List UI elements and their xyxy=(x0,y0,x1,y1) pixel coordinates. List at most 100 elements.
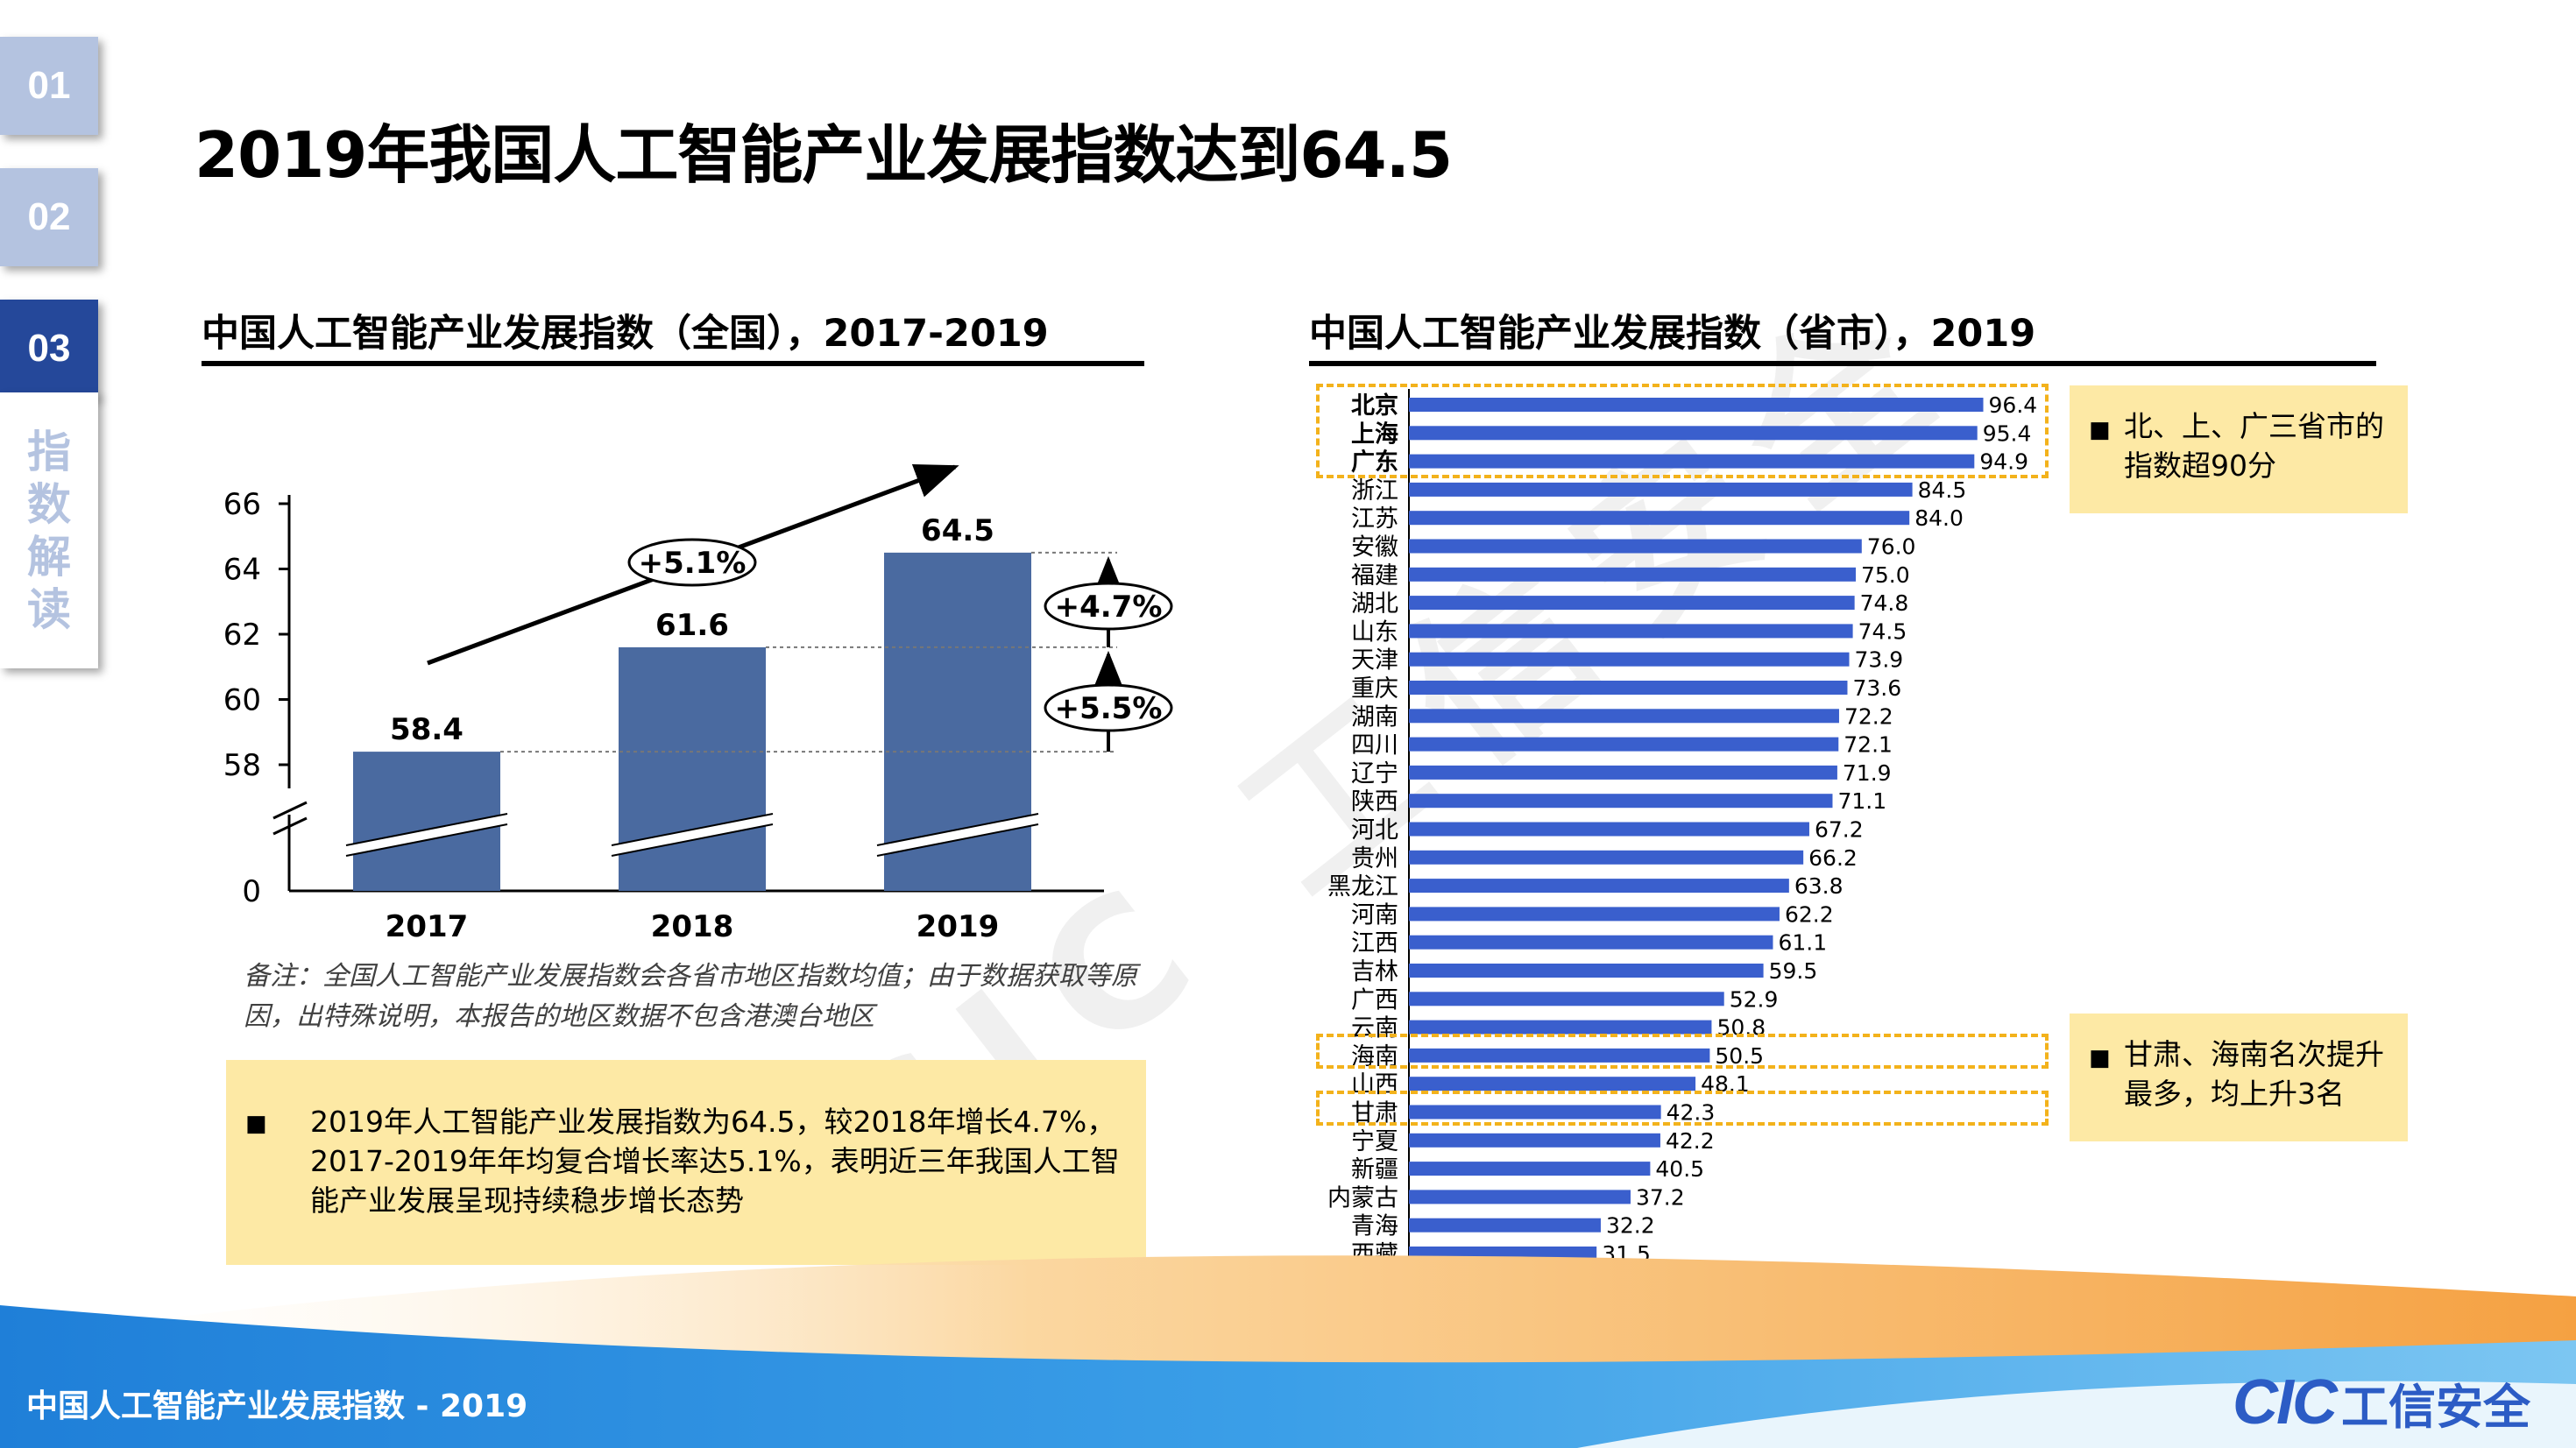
x-tick-label: 2019 xyxy=(916,909,1000,944)
growth-2018-oval-label: +5.5% xyxy=(1055,691,1163,726)
footer-wave xyxy=(0,1255,2576,1448)
province-value-label: 75.0 xyxy=(1861,562,1910,588)
province-value-label: 37.2 xyxy=(1636,1184,1685,1210)
province-value-label: 72.2 xyxy=(1844,703,1893,729)
y-tick-label: 66 xyxy=(223,487,261,522)
province-value-label: 59.5 xyxy=(1769,958,1818,984)
province-bar-安徽 xyxy=(1409,539,1862,554)
nav-tab-03[interactable]: 03 xyxy=(0,300,98,398)
province-bar-广西 xyxy=(1409,992,1724,1007)
province-bar-吉林 xyxy=(1409,964,1764,978)
nav-tab-01[interactable]: 01 xyxy=(0,37,98,135)
province-bar-内蒙古 xyxy=(1409,1190,1631,1204)
province-label: 福建 xyxy=(1351,562,1398,590)
province-bar-新疆 xyxy=(1409,1162,1651,1176)
section-char: 读 xyxy=(27,583,71,635)
x-tick-label: 2018 xyxy=(651,909,734,944)
province-bar-北京 xyxy=(1409,398,1984,412)
province-value-label: 95.4 xyxy=(1983,420,2032,446)
national-bar-chart: 58 60 62 64 66 0 58.4 2017 61.6 2018 64.5 2019 +5.… xyxy=(223,463,1173,944)
summary-box: ■ 2019年人工智能产业发展指数为64.5，较2018年增长4.7%， 201… xyxy=(226,1060,1146,1265)
province-label: 重庆 xyxy=(1351,675,1398,703)
callout-top3: ■ 北、上、广三省市的 指数超90分 xyxy=(2070,385,2408,513)
bar-2018 xyxy=(619,646,766,891)
province-value-label: 84.5 xyxy=(1918,477,1967,503)
y-tick-label: 64 xyxy=(223,553,261,588)
province-label: 北京 xyxy=(1351,392,1398,420)
summary-line: 能产业发展呈现持续稳步增长态势 xyxy=(310,1183,744,1218)
title-rule xyxy=(202,361,1144,366)
province-label: 贵州 xyxy=(1351,845,1398,872)
province-value-label: 74.5 xyxy=(1858,618,1907,644)
logo-mark: CIC xyxy=(2233,1367,2338,1437)
summary-line: 2019年人工智能产业发展指数为64.5，较2018年增长4.7%， xyxy=(310,1105,1116,1139)
province-label: 山西 xyxy=(1351,1071,1398,1098)
province-label: 上海 xyxy=(1351,420,1398,448)
province-label: 江西 xyxy=(1351,930,1398,957)
province-chart-title: 中国人工智能产业发展指数（省市），2019 xyxy=(1309,312,2036,356)
province-value-label: 76.0 xyxy=(1867,534,1916,560)
growth-2019-oval-label: +4.7% xyxy=(1055,590,1163,625)
bullet-icon: ■ xyxy=(2089,417,2111,443)
province-bar-河南 xyxy=(1409,907,1780,922)
province-value-label: 71.9 xyxy=(1843,760,1892,786)
province-bar-浙江 xyxy=(1409,482,1913,497)
y-tick-label: 62 xyxy=(223,618,261,653)
hainan-highlight xyxy=(1316,1034,2049,1069)
bar-break-line xyxy=(876,813,1039,846)
province-label: 河北 xyxy=(1351,817,1398,844)
province-value-label: 63.8 xyxy=(1794,873,1844,899)
title-rule xyxy=(1309,361,2376,366)
province-label: 广西 xyxy=(1351,986,1398,1014)
province-bar-江苏 xyxy=(1409,511,1910,526)
growth-2019-oval xyxy=(1044,582,1173,631)
province-value-label: 74.8 xyxy=(1860,590,1909,616)
x-tick-label: 2017 xyxy=(386,909,469,944)
province-label: 广东 xyxy=(1351,449,1398,477)
wave-light xyxy=(1577,1381,2576,1448)
footer-title: 中国人工智能产业发展指数 - 2019 xyxy=(26,1388,528,1424)
bar-break-line xyxy=(345,823,508,857)
logo-text: 工信安全 xyxy=(2341,1379,2530,1435)
province-value-label: 42.2 xyxy=(1666,1128,1715,1154)
section-char: 数 xyxy=(27,478,71,530)
bar-break-line xyxy=(611,823,774,857)
section-char: 指 xyxy=(27,426,71,477)
province-label: 河南 xyxy=(1351,901,1398,929)
nav-tab-label: 01 xyxy=(27,64,71,107)
province-value-label: 32.2 xyxy=(1606,1213,1655,1239)
province-bar-云南 xyxy=(1409,1020,1712,1035)
province-value-label: 50.5 xyxy=(1715,1043,1764,1069)
province-label: 吉林 xyxy=(1351,958,1398,985)
province-label: 湖南 xyxy=(1351,703,1398,731)
province-bar-山西 xyxy=(1409,1077,1696,1091)
province-bar-江西 xyxy=(1409,935,1773,950)
province-bar-上海 xyxy=(1409,426,1978,441)
province-value-label: 73.9 xyxy=(1855,647,1904,673)
province-value-label: 62.2 xyxy=(1785,901,1834,927)
cagr-oval-label: +5.1% xyxy=(639,546,747,581)
province-bar-四川 xyxy=(1409,737,1839,752)
province-bar-广东 xyxy=(1409,454,1975,469)
province-label: 浙江 xyxy=(1351,477,1398,505)
province-bar-重庆 xyxy=(1409,681,1848,695)
province-label: 四川 xyxy=(1351,732,1398,759)
province-label: 黑龙江 xyxy=(1327,873,1398,901)
nav-tab-02[interactable]: 02 xyxy=(0,168,98,266)
bar-value-label: 64.5 xyxy=(921,513,994,548)
bar-break xyxy=(346,814,507,856)
top3-highlight xyxy=(1316,384,2049,478)
y-tick-label: 58 xyxy=(223,748,261,783)
province-label: 陕西 xyxy=(1351,788,1398,816)
province-value-label: 73.6 xyxy=(1852,675,1901,701)
province-bar-山东 xyxy=(1409,624,1853,639)
province-label: 宁夏 xyxy=(1351,1128,1398,1155)
province-bar-chart: 北京 96.4 上海 95.4 广东 94.9 浙江 84.5 江苏 84.0 安徽 76.0 福建 75… xyxy=(1327,389,2037,1269)
bar-break xyxy=(877,814,1038,856)
province-label: 辽宁 xyxy=(1351,760,1398,788)
province-bar-甘肃 xyxy=(1409,1105,1661,1120)
section-label: 指 数 解 读 xyxy=(0,392,98,668)
province-bar-青海 xyxy=(1409,1218,1601,1233)
province-value-label: 52.9 xyxy=(1730,986,1779,1012)
province-value-label: 71.1 xyxy=(1837,788,1886,814)
